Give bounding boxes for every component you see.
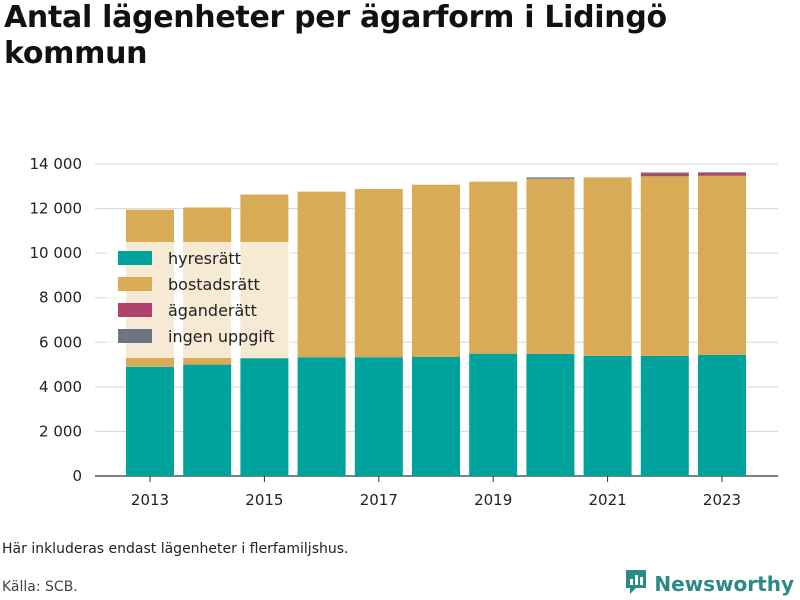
bar-segment-äganderätt-2023[interactable]	[698, 172, 746, 176]
legend-swatch	[118, 329, 152, 343]
legend: hyresrätt bostadsrätt äganderätt ingen uppg…	[106, 242, 290, 358]
bar-segment-ingen-uppgift-2023[interactable]	[698, 172, 746, 173]
bar-segment-bostadsrätt-2020[interactable]	[526, 178, 575, 354]
chart-title: Antal lägenheter per ägarform i Lidingö …	[4, 0, 667, 71]
bar-segment-bostadsrätt-2016[interactable]	[297, 191, 346, 358]
brand-name: Newsworthy	[654, 572, 794, 596]
bar-segment-hyresrätt-2019[interactable]	[469, 353, 518, 476]
bar-segment-hyresrätt-2018[interactable]	[412, 356, 460, 476]
legend-swatch	[118, 251, 152, 265]
bar-segment-hyresrätt-2022[interactable]	[640, 355, 689, 476]
bar-segment-hyresrätt-2017[interactable]	[354, 357, 403, 476]
x-tick-label: 2021	[589, 491, 627, 509]
bar-segment-hyresrätt-2013[interactable]	[126, 366, 174, 476]
bar-segment-hyresrätt-2023[interactable]	[698, 354, 746, 476]
legend-swatch	[118, 277, 152, 291]
bar-segment-bostadsrätt-2021[interactable]	[583, 177, 632, 356]
chart-note: Här inkluderas endast lägenheter i flerf…	[2, 541, 349, 557]
legend-label[interactable]: bostadsrätt	[168, 275, 260, 294]
y-tick-label: 12 000	[30, 200, 83, 218]
bar-segment-hyresrätt-2021[interactable]	[583, 355, 632, 476]
y-tick-label: 8 000	[39, 289, 82, 307]
x-tick-label: 2023	[703, 491, 741, 509]
y-axis-tick-labels: 0 2 000 4 000 6 000 8 000 10 000 12 000 14 000	[30, 155, 83, 485]
y-tick-label: 4 000	[39, 378, 82, 396]
bar-segment-äganderätt-2022[interactable]	[640, 173, 689, 177]
bar-segment-hyresrätt-2020[interactable]	[526, 353, 575, 476]
legend-swatch	[118, 303, 152, 317]
bar-segment-hyresrätt-2015[interactable]	[240, 358, 289, 476]
bar-segment-bostadsrätt-2019[interactable]	[469, 181, 518, 354]
bar-segment-ingen-uppgift-2022[interactable]	[640, 172, 689, 174]
x-tick-label: 2015	[245, 491, 283, 509]
chart-source: Källa: SCB.	[2, 579, 78, 595]
y-tick-label: 14 000	[30, 155, 83, 173]
legend-label[interactable]: äganderätt	[168, 301, 257, 320]
bar-segment-bostadsrätt-2023[interactable]	[698, 175, 746, 355]
bar-segment-bostadsrätt-2022[interactable]	[640, 176, 689, 356]
legend-label[interactable]: ingen uppgift	[168, 327, 275, 346]
y-tick-label: 6 000	[39, 333, 82, 351]
y-tick-label: 0	[72, 467, 82, 485]
y-tick-label: 2 000	[39, 422, 82, 440]
bar-segment-bostadsrätt-2018[interactable]	[412, 184, 460, 357]
bar-segment-bostadsrätt-2017[interactable]	[354, 188, 403, 358]
y-tick-label: 10 000	[30, 244, 83, 262]
bar-segment-hyresrätt-2014[interactable]	[183, 364, 232, 476]
legend-label[interactable]: hyresrätt	[168, 249, 241, 268]
bar-segment-ingen-uppgift-2020[interactable]	[526, 177, 575, 179]
x-tick-label: 2017	[360, 491, 398, 509]
newsworthy-logo-icon	[624, 568, 648, 600]
newsworthy-logo[interactable]: Newsworthy	[624, 568, 794, 600]
bar-segment-hyresrätt-2016[interactable]	[297, 357, 346, 476]
x-tick-label: 2013	[131, 491, 169, 509]
x-tick-label: 2019	[474, 491, 512, 509]
x-axis-tick-labels: 2013 2015 2017 2019 2021 2023	[131, 476, 741, 509]
